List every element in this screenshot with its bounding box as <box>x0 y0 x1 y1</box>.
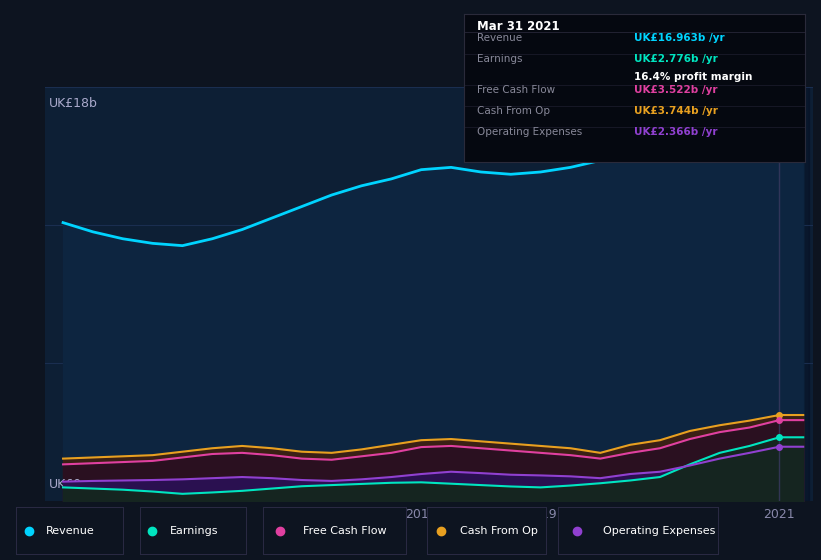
Text: UK£3.522b /yr: UK£3.522b /yr <box>635 85 718 95</box>
Text: Earnings: Earnings <box>478 54 523 64</box>
Text: Revenue: Revenue <box>478 33 523 43</box>
Text: Earnings: Earnings <box>169 526 218 535</box>
Text: Free Cash Flow: Free Cash Flow <box>478 85 556 95</box>
Text: Revenue: Revenue <box>46 526 95 535</box>
Text: UK£2.366b /yr: UK£2.366b /yr <box>635 127 718 137</box>
Text: Mar 31 2021: Mar 31 2021 <box>478 20 560 33</box>
Text: Cash From Op: Cash From Op <box>478 106 551 116</box>
Text: 16.4% profit margin: 16.4% profit margin <box>635 72 753 82</box>
Text: Operating Expenses: Operating Expenses <box>603 526 715 535</box>
Text: Free Cash Flow: Free Cash Flow <box>303 526 387 535</box>
Text: Cash From Op: Cash From Op <box>461 526 538 535</box>
Text: UK£2.776b /yr: UK£2.776b /yr <box>635 54 718 64</box>
Text: UK£3.744b /yr: UK£3.744b /yr <box>635 106 718 116</box>
Text: UK£18b: UK£18b <box>49 97 98 110</box>
Text: UK£16.963b /yr: UK£16.963b /yr <box>635 33 725 43</box>
Text: Operating Expenses: Operating Expenses <box>478 127 583 137</box>
Text: UK£0: UK£0 <box>49 478 82 491</box>
Bar <box>726 87 810 501</box>
